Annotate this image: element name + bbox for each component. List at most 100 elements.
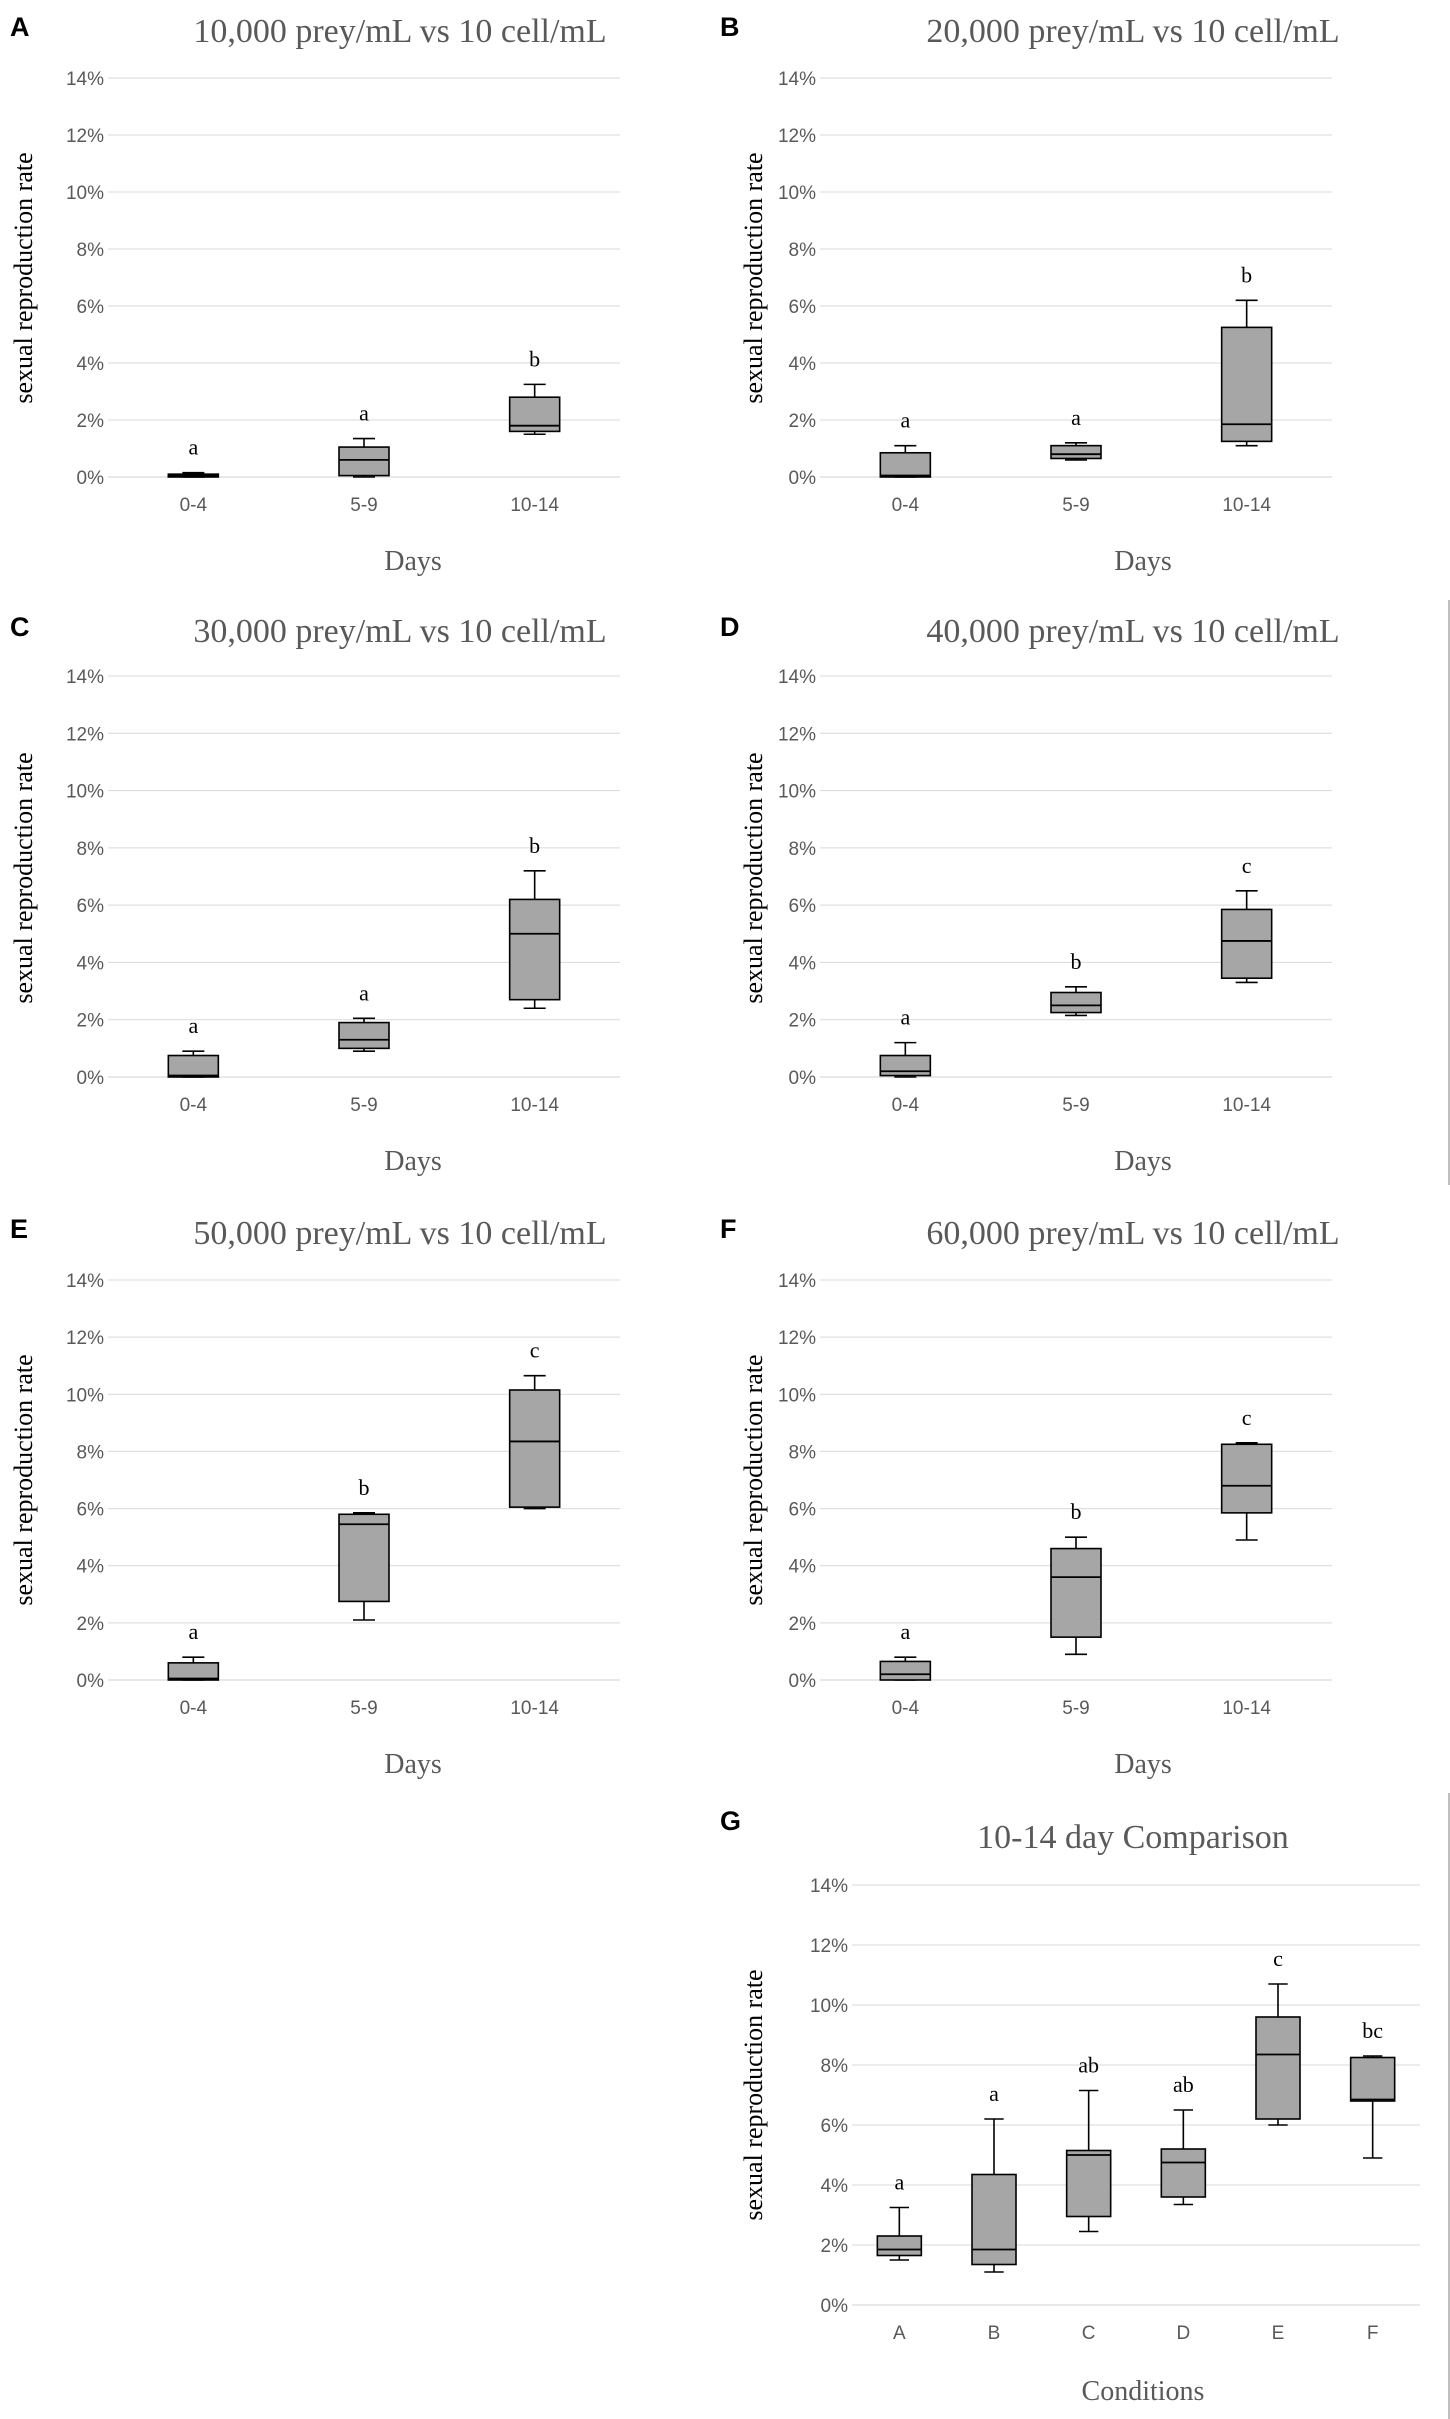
- significance-label: a: [900, 408, 910, 433]
- panel-letter: C: [10, 612, 30, 642]
- box: [876, 2235, 923, 2257]
- panel-letter: A: [10, 12, 30, 42]
- box: [1050, 444, 1102, 460]
- y-tick-label: 12%: [810, 1936, 848, 1957]
- significance-label: a: [188, 435, 198, 460]
- box: [1220, 1443, 1273, 1514]
- significance-label: a: [989, 2081, 999, 2106]
- y-tick-label: 2%: [789, 1011, 817, 1032]
- box: [1050, 1547, 1102, 1638]
- y-axis-title: sexual reproduction rate: [9, 752, 38, 1003]
- y-tick-label: 14%: [810, 1876, 848, 1897]
- significance-label: a: [188, 1619, 198, 1644]
- chart-panel-b: B 20,000 prey/mL vs 10 cell/mL 0% 2% 4% 6% 8% 1…: [720, 12, 1340, 577]
- box: [1255, 2016, 1301, 2120]
- x-tick-label: 0-4: [892, 1698, 920, 1719]
- y-tick-label: 4%: [789, 354, 817, 375]
- significance-label: bc: [1362, 2018, 1383, 2043]
- y-tick-label: 10%: [66, 782, 104, 803]
- box: [1220, 326, 1273, 443]
- y-tick-label: 2%: [789, 411, 817, 432]
- y-tick-label: 2%: [821, 2236, 849, 2257]
- box: [1065, 2149, 1112, 2218]
- y-tick-label: 4%: [789, 1557, 817, 1578]
- x-tick-label: 5-9: [350, 1698, 377, 1719]
- y-tick-label: 4%: [789, 953, 817, 974]
- y-tick-label: 4%: [77, 354, 105, 375]
- chart-title: 10,000 prey/mL vs 10 cell/mL: [193, 13, 606, 50]
- chart-panel-a: A 10,000 prey/mL vs 10 cell/mL 0% 2% 4% 6% 8% 1…: [9, 12, 620, 577]
- significance-label: c: [1242, 1405, 1252, 1430]
- y-tick-label: 14%: [66, 69, 104, 90]
- y-tick-label: 4%: [821, 2176, 849, 2197]
- y-tick-label: 12%: [778, 724, 816, 745]
- y-tick-label: 14%: [66, 1271, 104, 1292]
- y-tick-label: 8%: [789, 839, 817, 860]
- y-tick-label: 14%: [778, 69, 816, 90]
- x-axis-title: Days: [384, 1749, 442, 1780]
- x-tick-label: 10-14: [1222, 495, 1271, 516]
- x-tick-label: B: [988, 2323, 1001, 2344]
- chart-title: 60,000 prey/mL vs 10 cell/mL: [926, 1215, 1339, 1252]
- x-axis-title: Days: [1114, 1146, 1172, 1177]
- x-tick-label: D: [1176, 2323, 1190, 2344]
- significance-label: b: [359, 1475, 370, 1500]
- y-axis-title: sexual reproduction rate: [739, 752, 768, 1003]
- chart-title: 50,000 prey/mL vs 10 cell/mL: [193, 1215, 606, 1252]
- y-tick-label: 6%: [789, 896, 817, 917]
- chart-panel-g: G 10-14 day Comparison 0% 2% 4% 6% 8% 10% 12% 14%…: [720, 1806, 1420, 2407]
- y-tick-label: 4%: [77, 953, 105, 974]
- y-tick-label: 12%: [778, 126, 816, 147]
- y-axis-title: sexual reproduction rate: [9, 152, 38, 403]
- box: [1050, 991, 1102, 1014]
- significance-label: a: [900, 1005, 910, 1030]
- x-tick-label: 10-14: [1222, 1095, 1271, 1116]
- x-tick-label: C: [1082, 2323, 1096, 2344]
- y-tick-label: 0%: [789, 1671, 817, 1692]
- y-axis-title: sexual reproduction rate: [739, 152, 768, 403]
- y-axis-title: sexual reproduction rate: [739, 1354, 768, 1605]
- panel-letter: G: [720, 1806, 741, 1836]
- panel-letter: F: [720, 1214, 737, 1244]
- y-tick-label: 10%: [778, 782, 816, 803]
- significance-label: b: [1071, 949, 1082, 974]
- box: [879, 451, 932, 478]
- x-tick-label: 0-4: [180, 1095, 208, 1116]
- significance-label: b: [1241, 262, 1252, 287]
- significance-label: a: [1071, 405, 1081, 430]
- y-tick-label: 0%: [821, 2296, 849, 2317]
- chart-title: 20,000 prey/mL vs 10 cell/mL: [926, 13, 1339, 50]
- significance-label: ab: [1078, 2053, 1099, 2078]
- box: [1349, 2056, 1396, 2102]
- panel-letter: E: [10, 1214, 28, 1244]
- significance-label: b: [529, 346, 540, 371]
- y-tick-label: 6%: [789, 1500, 817, 1521]
- box: [971, 2173, 1017, 2266]
- y-tick-label: 4%: [77, 1557, 105, 1578]
- x-tick-label: 5-9: [1062, 1698, 1089, 1719]
- y-tick-label: 12%: [66, 126, 104, 147]
- y-tick-label: 2%: [77, 411, 105, 432]
- y-tick-label: 6%: [821, 2116, 849, 2137]
- y-tick-label: 6%: [77, 297, 105, 318]
- box: [167, 1054, 220, 1078]
- x-tick-label: 10-14: [510, 495, 559, 516]
- significance-label: c: [530, 1338, 540, 1363]
- y-tick-label: 10%: [810, 1996, 848, 2017]
- y-tick-label: 8%: [77, 1442, 105, 1463]
- box: [508, 1389, 561, 1508]
- y-tick-label: 12%: [778, 1328, 816, 1349]
- y-tick-label: 6%: [77, 1500, 105, 1521]
- y-tick-label: 2%: [77, 1614, 105, 1635]
- y-tick-label: 0%: [789, 1068, 817, 1089]
- box: [1160, 2148, 1207, 2198]
- chart-panel-f: F 60,000 prey/mL vs 10 cell/mL 0% 2% 4% 6% 8% 1…: [720, 1214, 1340, 1780]
- x-tick-label: 10-14: [1222, 1698, 1271, 1719]
- y-tick-label: 10%: [66, 183, 104, 204]
- x-axis-title: Days: [384, 546, 442, 577]
- y-tick-label: 8%: [821, 2056, 849, 2077]
- significance-label: a: [359, 401, 369, 426]
- y-tick-label: 0%: [77, 1068, 105, 1089]
- x-tick-label: A: [893, 2323, 906, 2344]
- chart-title: 40,000 prey/mL vs 10 cell/mL: [926, 613, 1339, 650]
